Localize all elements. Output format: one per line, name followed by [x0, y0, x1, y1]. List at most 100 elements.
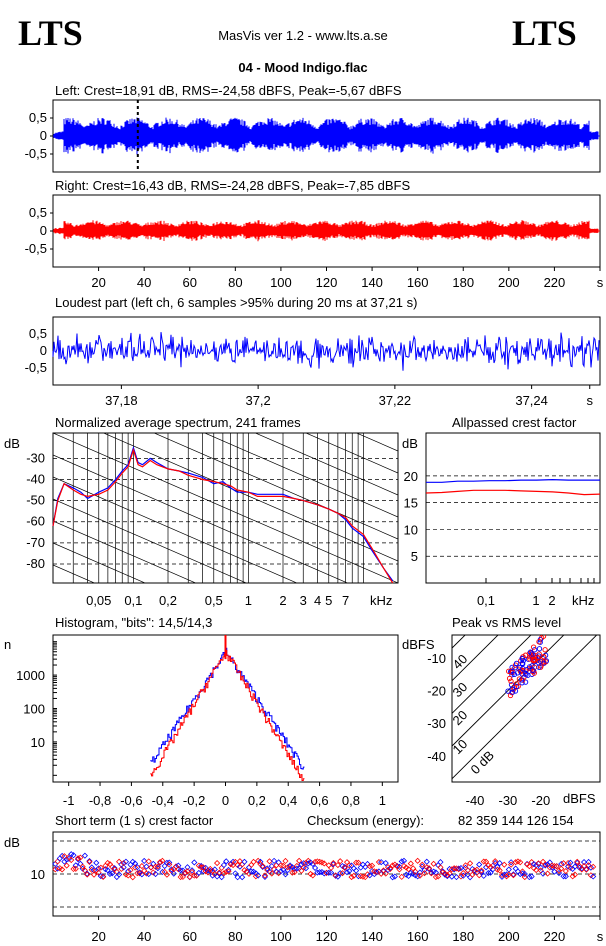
- loudest-part-xtick: 37,2: [245, 393, 270, 408]
- short-crest-point: [134, 870, 141, 877]
- spectrum-slope-line: [305, 433, 398, 474]
- short-crest-point: [321, 860, 328, 867]
- short-crest-point: [364, 871, 371, 878]
- crest-series-0: [426, 478, 600, 483]
- short-crest-point: [528, 873, 535, 880]
- peak-rms-xlabel: dBFS: [563, 791, 596, 806]
- right-waveform-xtick: 180: [452, 275, 474, 290]
- crest-ytick: 5: [411, 549, 418, 564]
- short-crest-point: [314, 858, 321, 865]
- short-crest-point: [86, 858, 93, 866]
- short-crest-point: [186, 873, 193, 881]
- short-crest-point: [81, 867, 88, 874]
- short-crest-point: [583, 866, 590, 873]
- short-crest-point: [590, 873, 597, 880]
- peak-rms-point: [530, 644, 537, 650]
- peak-rms-ytick: -20: [427, 684, 446, 699]
- short-crest-point: [225, 866, 232, 873]
- short-crest-point: [129, 874, 136, 881]
- short-crest-point: [97, 864, 104, 871]
- short-crest-point: [542, 862, 549, 869]
- short-crest-point: [494, 863, 501, 871]
- short-crest-point: [150, 869, 157, 876]
- spectrum-ytick: -80: [26, 556, 45, 571]
- short-crest-point: [70, 852, 77, 859]
- short-crest-point: [366, 872, 373, 879]
- short-crest-point: [501, 861, 508, 868]
- peak-rms-point: [514, 670, 521, 676]
- short-crest-point: [248, 868, 255, 875]
- short-crest-point: [510, 872, 517, 879]
- short-crest-point: [252, 873, 259, 880]
- short-crest-point: [293, 865, 300, 872]
- peak-rms-point: [536, 646, 543, 652]
- short-crest-point: [239, 874, 246, 881]
- short-crest-point: [357, 872, 364, 880]
- histogram-xtick: 0,8: [342, 793, 360, 808]
- short-crest-point: [343, 859, 351, 866]
- short-crest-point: [154, 865, 161, 872]
- left-waveform-title: Left: Crest=18,91 dB, RMS=-24,58 dBFS, P…: [55, 83, 402, 98]
- short-crest-point: [81, 852, 88, 859]
- short-crest-point: [173, 863, 180, 870]
- right-waveform-xtick: 140: [361, 275, 383, 290]
- short-crest-point: [553, 863, 560, 870]
- short-crest-xtick: s: [597, 929, 604, 944]
- spectrum-slope-line: [53, 653, 398, 803]
- short-crest-point: [95, 865, 102, 872]
- short-crest-point: [478, 868, 485, 876]
- short-crest-point: [316, 858, 323, 865]
- peak-rms-xtick: -20: [531, 793, 550, 808]
- short-crest-point: [275, 859, 282, 866]
- short-crest-point: [214, 860, 221, 867]
- short-crest-point: [508, 861, 515, 868]
- spectrum-ytick: -50: [26, 493, 45, 508]
- short-crest-point: [175, 866, 182, 873]
- peak-rms-point: [509, 672, 515, 678]
- short-crest-point: [250, 858, 257, 865]
- short-crest-point: [277, 862, 284, 869]
- histogram-xtick: -0,6: [120, 793, 142, 808]
- short-crest-point: [79, 863, 86, 870]
- spectrum-xtick: 2: [279, 593, 286, 608]
- short-crest-point: [241, 867, 248, 874]
- file-name: 04 - Mood Indigo.flac: [238, 60, 367, 75]
- short-crest-point: [261, 872, 269, 879]
- short-crest-point: [558, 860, 565, 868]
- histogram-xtick: 0,6: [311, 793, 329, 808]
- short-crest-point: [478, 867, 485, 874]
- short-crest-point: [179, 873, 186, 880]
- short-crest-point: [63, 862, 70, 869]
- short-crest-point: [419, 861, 426, 868]
- peak-rms-point: [508, 678, 514, 684]
- loudest-part-xtick: 37,24: [515, 393, 548, 408]
- peak-rms-diag-label: 0 dB: [468, 748, 498, 778]
- short-crest-point: [574, 858, 581, 865]
- short-crest-point: [346, 867, 353, 875]
- peak-rms-diag-label: 20: [450, 707, 471, 728]
- short-crest-point: [218, 864, 225, 871]
- short-crest-point: [512, 865, 519, 872]
- short-crest-point: [423, 864, 430, 871]
- short-crest-point: [138, 863, 145, 870]
- peak-rms-point: [512, 665, 518, 671]
- short-crest-point: [444, 872, 451, 879]
- crest-series-1: [425, 489, 601, 496]
- short-crest-point: [467, 860, 474, 867]
- short-crest-point: [125, 872, 132, 879]
- peak-rms-point: [523, 670, 529, 676]
- short-crest-point: [460, 869, 467, 877]
- short-crest-point: [163, 859, 171, 866]
- short-crest-point: [218, 874, 225, 881]
- short-crest-point: [316, 869, 323, 876]
- short-crest-point: [286, 863, 294, 870]
- spectrum-ylabel: dB: [4, 436, 20, 451]
- histogram-ytick: 1000: [16, 668, 45, 683]
- short-crest-point: [145, 871, 152, 878]
- short-crest-point: [59, 852, 66, 859]
- histogram-ytick: 100: [23, 702, 45, 717]
- short-crest-point: [327, 864, 335, 871]
- short-crest-point: [437, 864, 444, 871]
- crest-xtick: 0,1: [477, 593, 495, 608]
- peak-rms-point: [538, 658, 544, 665]
